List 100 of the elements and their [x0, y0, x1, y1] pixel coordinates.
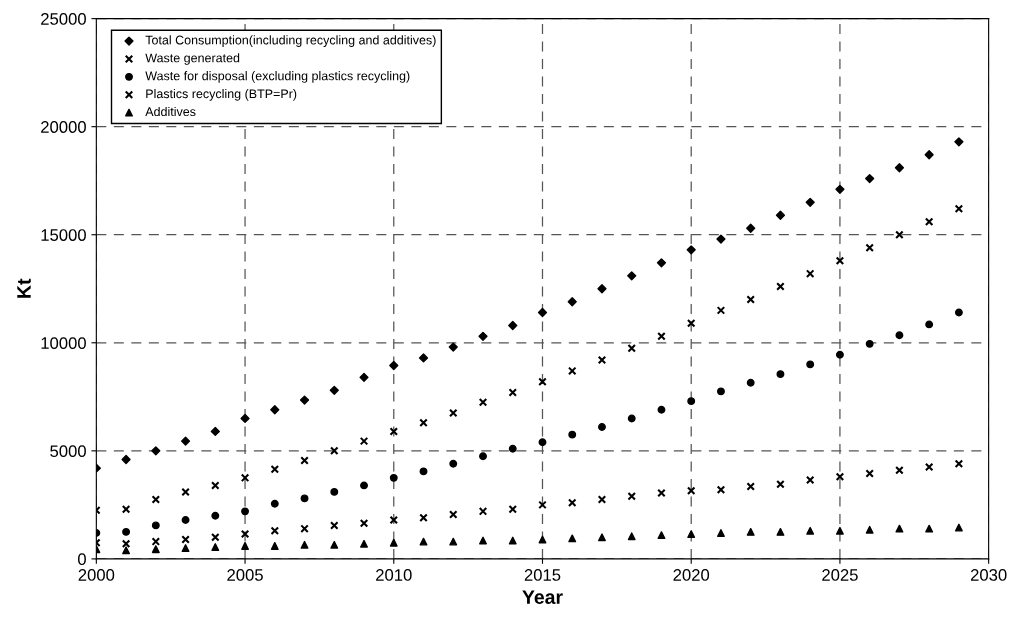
point — [865, 339, 874, 348]
point — [151, 446, 161, 456]
y-tick-label: 15000 — [41, 229, 86, 241]
point — [686, 486, 696, 496]
point — [122, 546, 131, 555]
point — [181, 544, 190, 553]
y-tick-label: 25000 — [41, 13, 86, 25]
point — [716, 485, 726, 495]
point — [181, 535, 190, 544]
point — [925, 524, 934, 533]
point — [776, 282, 785, 291]
point — [954, 204, 964, 214]
point — [686, 319, 696, 328]
point — [776, 480, 785, 489]
point — [657, 332, 666, 341]
point — [210, 426, 220, 437]
point — [389, 360, 399, 371]
point — [865, 243, 874, 252]
y-tick-label: 5000 — [50, 445, 86, 458]
point — [360, 481, 368, 490]
point — [895, 230, 904, 240]
x-tick-label: 2020 — [673, 569, 710, 581]
point — [181, 487, 190, 497]
legend-label: Plastics recycling (BTP=Pr) — [146, 88, 297, 101]
point — [448, 510, 458, 519]
x-tick-label: 2005 — [227, 569, 263, 581]
x-tick-label: 2015 — [524, 569, 561, 581]
point — [359, 372, 369, 382]
point — [300, 540, 309, 549]
legend-label: Waste generated — [145, 53, 240, 65]
point — [746, 527, 755, 536]
point — [894, 163, 905, 173]
point — [448, 408, 458, 418]
point — [360, 539, 368, 548]
point — [746, 223, 756, 233]
point — [717, 529, 725, 537]
point — [418, 353, 429, 363]
point — [241, 507, 250, 516]
point — [835, 350, 844, 359]
point — [329, 385, 339, 395]
point — [330, 540, 339, 549]
point — [865, 469, 874, 478]
point — [746, 482, 755, 491]
x-tick-label: 2025 — [822, 569, 858, 581]
point — [270, 405, 280, 415]
point — [895, 524, 904, 533]
point — [895, 466, 904, 475]
x-tick-label: 2010 — [376, 569, 412, 581]
point — [716, 234, 726, 244]
point — [419, 513, 428, 523]
point — [627, 414, 636, 423]
point — [151, 495, 161, 504]
point — [329, 446, 339, 456]
point — [835, 472, 845, 482]
point — [568, 534, 577, 543]
point — [627, 491, 637, 501]
y-tick-label: 20000 — [41, 121, 86, 133]
point — [389, 473, 398, 482]
point — [508, 388, 518, 397]
point — [538, 438, 547, 447]
point — [865, 525, 874, 534]
point — [151, 521, 160, 530]
point — [776, 370, 785, 379]
legend-label: Additives — [145, 106, 196, 117]
point — [717, 387, 725, 396]
point — [241, 541, 250, 550]
point — [478, 507, 488, 516]
point — [656, 258, 667, 268]
point — [419, 467, 428, 476]
point — [538, 500, 547, 510]
point — [895, 331, 904, 340]
y-tick-label: 10000 — [41, 337, 86, 349]
point — [359, 518, 369, 528]
point — [240, 413, 250, 424]
point — [925, 320, 934, 329]
point — [270, 499, 279, 508]
point — [151, 545, 160, 554]
point — [270, 464, 280, 474]
point — [300, 524, 309, 533]
point — [419, 537, 428, 546]
y-tick-label: 0 — [77, 553, 86, 566]
point — [567, 366, 577, 376]
point — [627, 271, 637, 281]
point — [478, 397, 488, 407]
point — [300, 494, 309, 503]
point — [508, 536, 517, 545]
point — [508, 320, 518, 331]
point — [954, 308, 963, 317]
point — [598, 423, 606, 432]
point — [211, 532, 220, 542]
point — [835, 184, 845, 194]
point — [300, 456, 309, 465]
point — [211, 481, 220, 490]
point — [121, 539, 131, 549]
x-tick-label: 2000 — [78, 569, 115, 581]
point — [329, 521, 339, 530]
point — [865, 173, 875, 184]
y-axis-title: Kt — [17, 278, 31, 298]
point — [835, 256, 845, 265]
point — [924, 462, 934, 472]
